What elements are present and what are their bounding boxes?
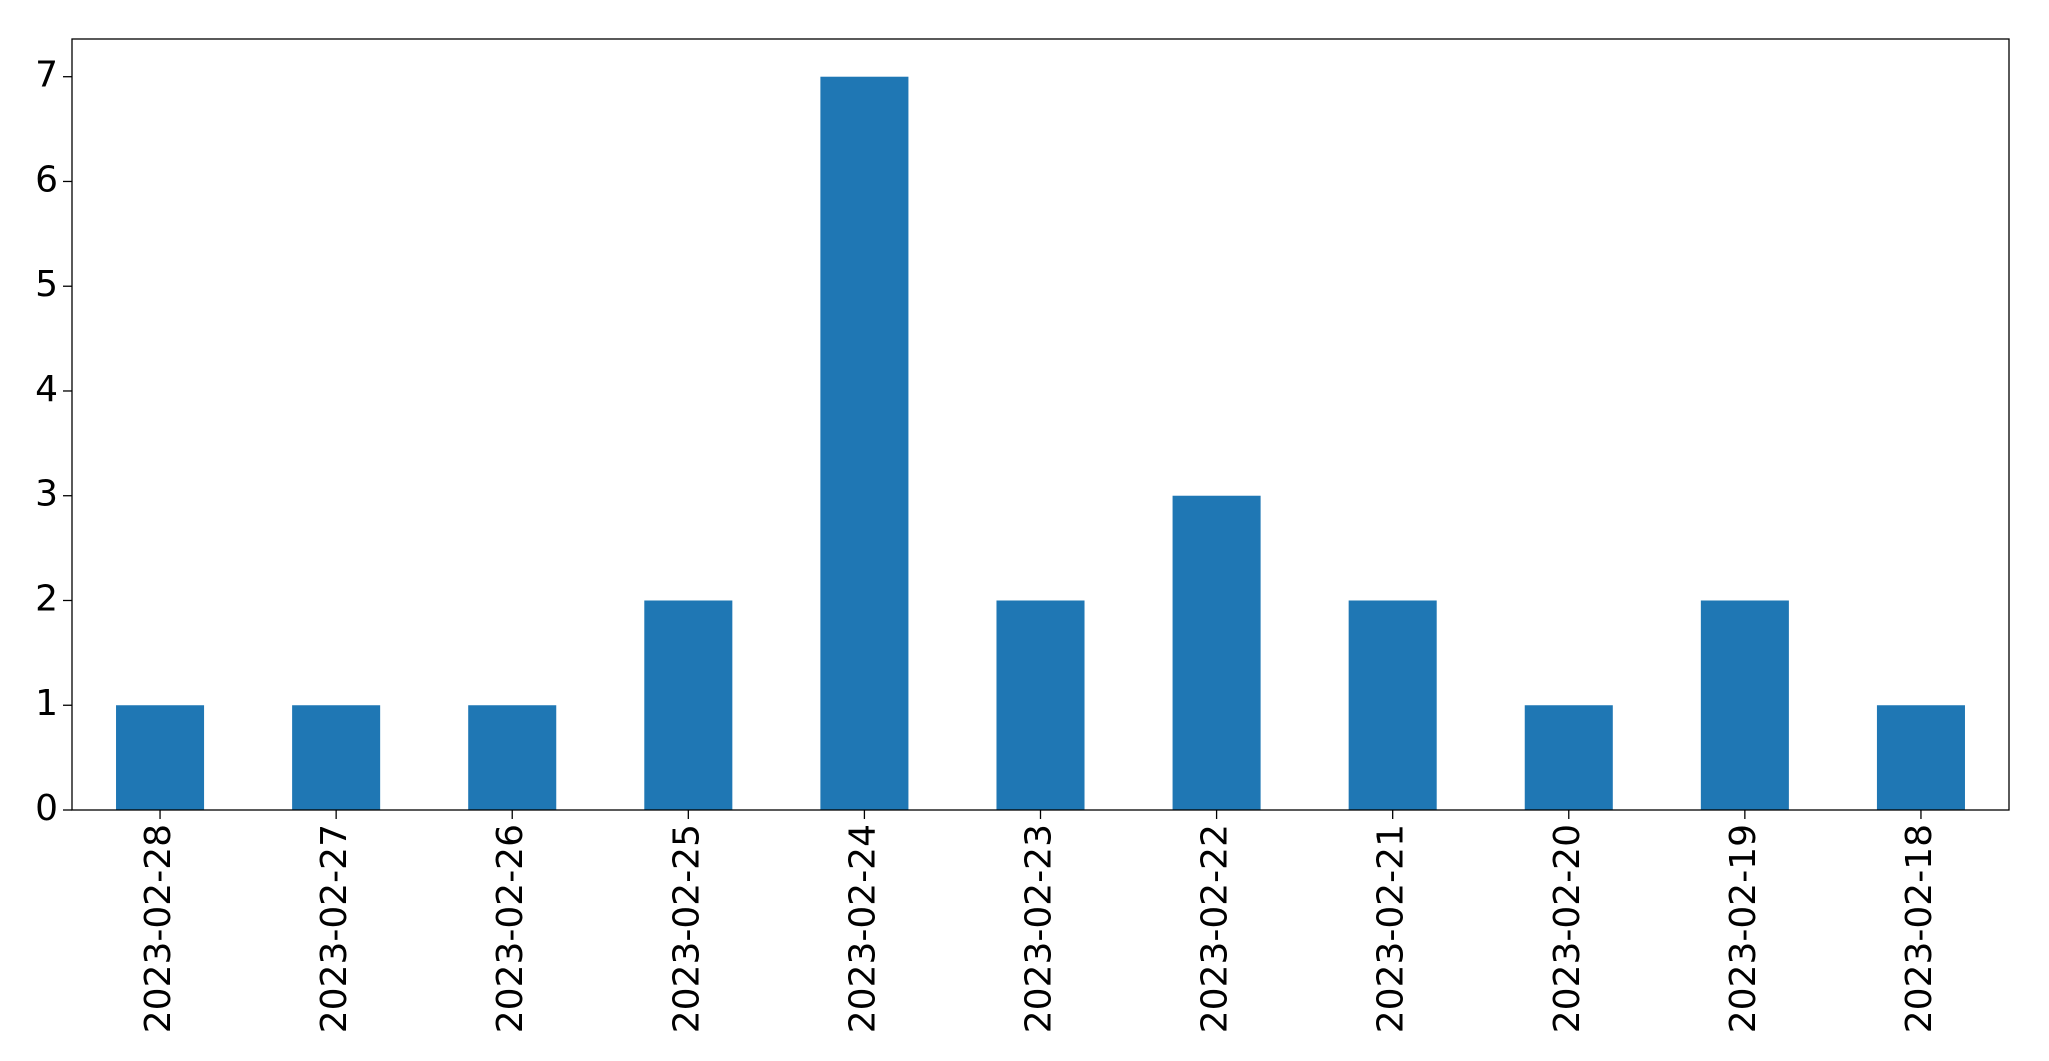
bar (1172, 495, 1261, 810)
bar (1876, 705, 1965, 810)
y-tick-label: 4 (35, 369, 58, 410)
x-tick-label: 2023-02-20 (1547, 824, 1588, 1033)
bar (468, 705, 557, 810)
bar (1700, 600, 1789, 810)
y-tick-label: 1 (35, 683, 58, 724)
y-tick-label: 7 (35, 55, 58, 96)
bar (116, 705, 205, 810)
x-tick-label: 2023-02-18 (1899, 824, 1940, 1033)
bar (996, 600, 1085, 810)
y-tick-label: 5 (35, 264, 58, 305)
y-tick-label: 3 (35, 474, 58, 515)
x-tick-label: 2023-02-22 (1195, 824, 1236, 1033)
bar (644, 600, 733, 810)
y-tick-label: 6 (35, 159, 58, 200)
plot-frame (71, 38, 2010, 811)
x-tick-label: 2023-02-27 (314, 824, 355, 1033)
y-tick-label: 2 (35, 578, 58, 619)
bar (820, 76, 909, 810)
y-tick-label: 0 (35, 788, 58, 829)
x-tick-label: 2023-02-25 (666, 824, 707, 1033)
bar (1524, 705, 1613, 810)
x-tick-label: 2023-02-24 (842, 824, 883, 1033)
x-tick-label: 2023-02-26 (490, 824, 531, 1033)
bar (292, 705, 381, 810)
bar (1348, 600, 1437, 810)
x-tick-label: 2023-02-23 (1019, 824, 1060, 1033)
x-tick-label: 2023-02-28 (138, 824, 179, 1033)
x-tick-label: 2023-02-21 (1371, 824, 1412, 1033)
x-tick-label: 2023-02-19 (1723, 824, 1764, 1033)
